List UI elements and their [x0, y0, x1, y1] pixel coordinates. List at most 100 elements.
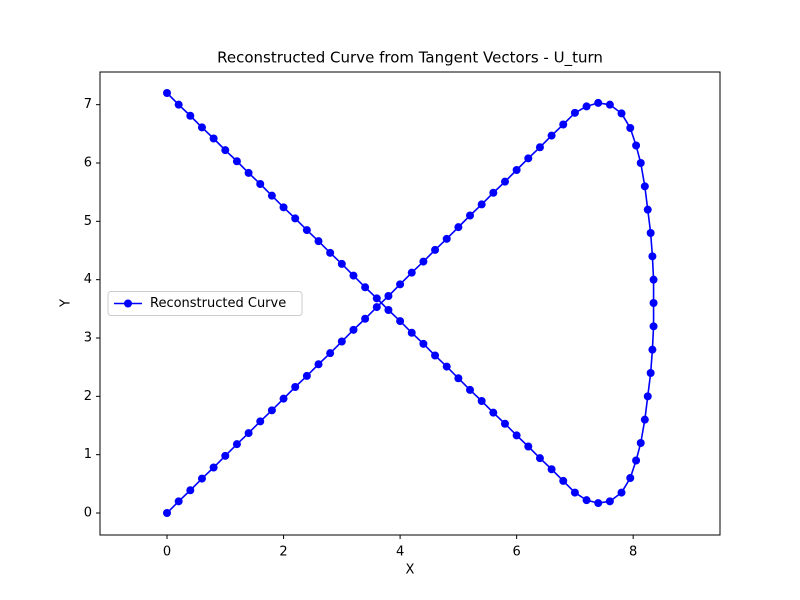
point [648, 252, 657, 261]
point [524, 442, 533, 451]
point [407, 328, 416, 337]
point [396, 317, 405, 326]
point [547, 465, 556, 474]
point [454, 374, 463, 383]
point [559, 476, 568, 485]
point [267, 406, 276, 415]
x-tick-label: 6 [512, 545, 520, 560]
point [349, 271, 358, 280]
point [384, 306, 393, 315]
y-tick-label: 2 [84, 389, 92, 404]
point [221, 146, 230, 155]
point [559, 120, 568, 129]
point [163, 509, 172, 518]
point [256, 417, 265, 426]
point [570, 108, 579, 117]
y-tick-label: 0 [84, 506, 92, 521]
point [314, 237, 323, 246]
point [489, 408, 498, 417]
point [582, 496, 591, 505]
point [477, 397, 486, 406]
point [649, 275, 658, 284]
x-tick-label: 2 [279, 545, 287, 560]
point [361, 314, 370, 323]
x-axis-label: X [406, 563, 415, 578]
y-tick-label: 5 [84, 214, 92, 229]
point [244, 168, 253, 177]
point [349, 325, 358, 334]
y-tick-label: 4 [84, 272, 92, 287]
x-tick-label: 8 [629, 545, 637, 560]
point [221, 451, 230, 460]
point [535, 454, 544, 463]
point [547, 131, 556, 140]
point [186, 111, 195, 120]
point [197, 474, 206, 483]
point [626, 124, 635, 133]
point [326, 248, 335, 257]
point [594, 98, 603, 107]
point [636, 159, 645, 168]
point [256, 180, 265, 189]
point [489, 188, 498, 197]
point [617, 109, 626, 118]
point [466, 385, 475, 394]
y-tick-label: 3 [84, 331, 92, 346]
legend-marker [124, 299, 132, 308]
point [648, 345, 657, 354]
point [605, 100, 614, 109]
plot-frame [99, 71, 721, 536]
chart-title: Reconstructed Curve from Tangent Vectors… [217, 49, 603, 68]
point [535, 143, 544, 152]
point [361, 283, 370, 292]
point [640, 182, 649, 191]
point [643, 205, 652, 214]
point [636, 439, 645, 448]
point [174, 100, 183, 109]
point [454, 223, 463, 232]
legend-box [107, 291, 303, 316]
point [232, 440, 241, 449]
point [337, 259, 346, 268]
point [302, 226, 311, 235]
point [431, 351, 440, 360]
point [649, 322, 658, 331]
point [500, 419, 509, 428]
point [396, 280, 405, 289]
point [267, 191, 276, 200]
point [244, 429, 253, 438]
point [582, 102, 591, 111]
point [646, 369, 655, 378]
point [186, 486, 195, 495]
y-tick-label: 6 [84, 156, 92, 171]
legend-label: Reconstructed Curve [150, 296, 286, 311]
point [372, 294, 381, 303]
point [209, 134, 218, 143]
point [524, 154, 533, 163]
point [407, 268, 416, 277]
point [419, 257, 428, 266]
point [337, 337, 346, 346]
point [302, 371, 311, 380]
point [442, 362, 451, 371]
y-axis-label: Y [59, 299, 74, 308]
point [291, 214, 300, 223]
point [512, 431, 521, 440]
point [326, 349, 335, 358]
point [500, 177, 509, 186]
point [291, 383, 300, 392]
point [314, 360, 323, 369]
point [646, 229, 655, 238]
point [232, 157, 241, 166]
point [174, 497, 183, 506]
point [197, 123, 206, 132]
y-tick-label: 7 [84, 97, 92, 112]
point [605, 497, 614, 506]
point [626, 474, 635, 483]
point [372, 303, 381, 312]
point [649, 299, 658, 308]
point [640, 415, 649, 424]
point [643, 392, 652, 401]
